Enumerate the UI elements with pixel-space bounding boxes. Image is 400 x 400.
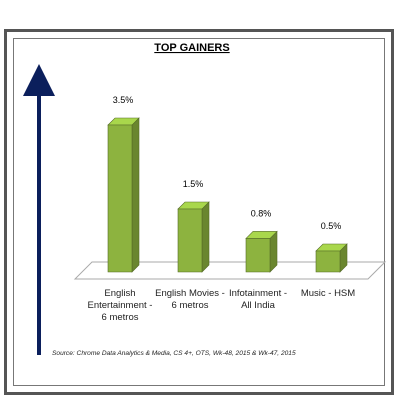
x-tick-label: English Entertainment - 6 metros: [87, 288, 153, 323]
chart-title: TOP GAINERS: [154, 42, 229, 54]
bar: [315, 243, 348, 273]
bar: [245, 230, 278, 273]
x-tick-label: Infotainment - All India: [228, 288, 288, 311]
bar-front: [107, 124, 133, 273]
bar-side: [131, 117, 140, 273]
bar-front: [245, 238, 271, 273]
x-tick-label: Music - HSM: [300, 288, 356, 299]
chart-floor: [73, 261, 387, 280]
value-label: 1.5%: [183, 179, 204, 189]
value-label: 0.5%: [321, 221, 342, 231]
bar: [177, 201, 210, 273]
value-label: 0.8%: [251, 208, 272, 218]
bar-side: [201, 201, 210, 273]
bar: [107, 117, 140, 273]
value-label: 3.5%: [113, 95, 134, 105]
bar-front: [177, 208, 203, 273]
chart-inner-border: [13, 38, 385, 386]
bar-front: [315, 250, 341, 273]
source-note: Source: Chrome Data Analytics & Media, C…: [52, 350, 296, 357]
x-tick-label: English Movies - 6 metros: [155, 288, 225, 311]
